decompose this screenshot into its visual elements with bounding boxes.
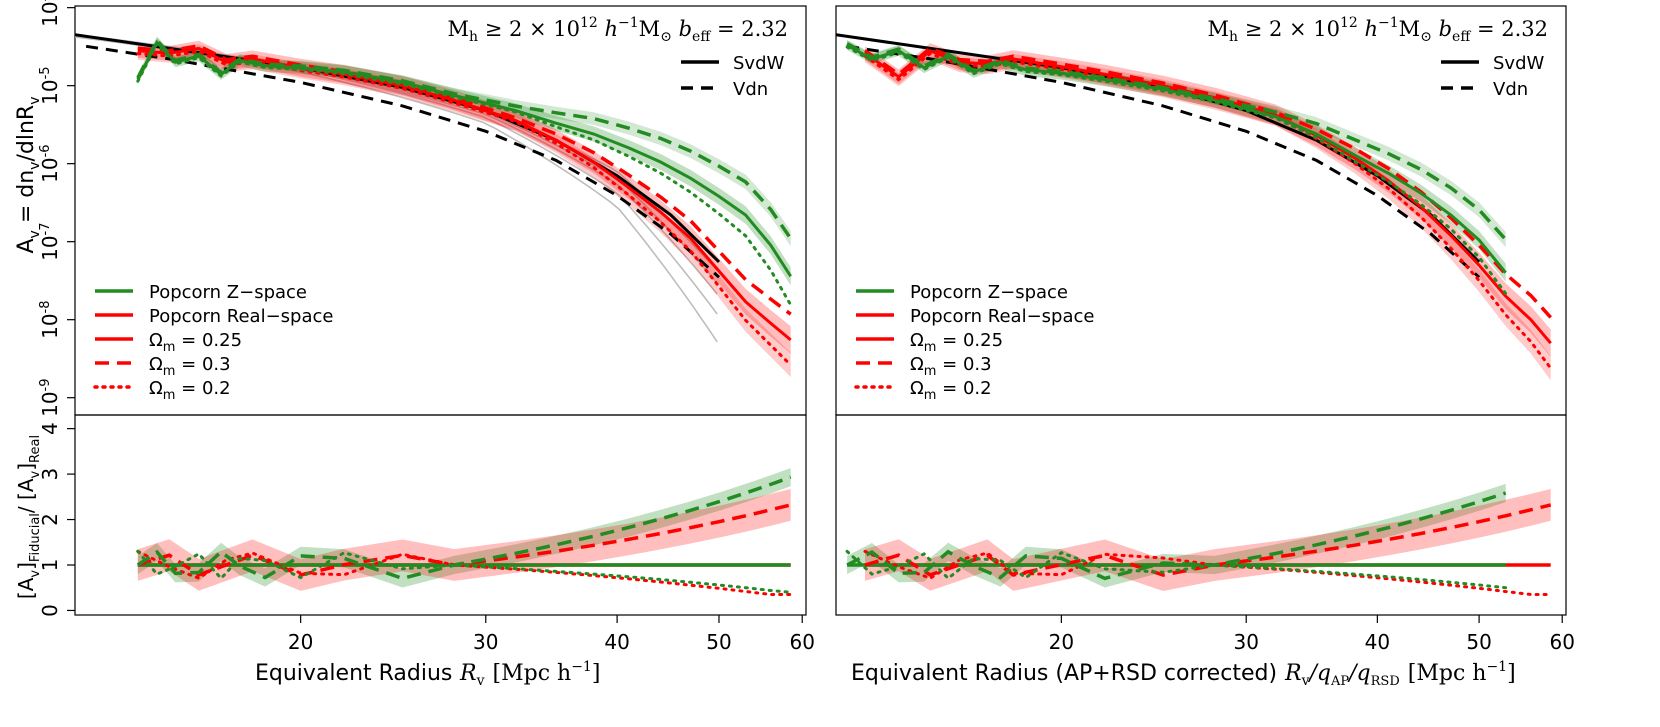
ratio-z-dotted [136,549,793,594]
x-tick-label: 50 [706,630,731,654]
y-axis-ticks-bottom: 0 1 2 3 4 [38,422,75,617]
svg-text:10-6: 10-6 [38,144,62,182]
svg-text:Rv[Mpc h−1]: Rv [Mpc h−1] [459,659,600,689]
legend-label: Ωm = 0.3 [910,354,992,379]
y-axis-label-top: Av = dnv/dlnRv [14,97,43,254]
right-panel: 20 30 40 50 60 Mh ≥ 2 × 1012 h−1M⊙ beff = 2.3… [835,5,1575,654]
svg-text:10-8: 10-8 [38,300,62,338]
top-plot-area [836,33,1553,381]
x-tick-label: 20 [288,630,313,654]
top-plot-area [75,33,793,378]
legend-label: Popcorn Real−space [910,306,1094,327]
x-axis-label-right: Equivalent Radius (AP+RSD corrected) Rv/… [851,659,1516,689]
y-tick-label: 10-9 [38,378,62,416]
svg-text:10-4: 10-4 [38,0,62,27]
ratio-real-dotted [863,549,1553,596]
svg-text:Rv/qAP/qRSD[Mpc h−1]: Rv/qAP/qRSD [Mpc h−1] [1284,659,1516,689]
x-tick-label: 30 [473,630,498,654]
svg-text:Equivalent Radius (AP+RSD corr: Equivalent Radius (AP+RSD corrected) [851,661,1277,686]
real-space-band-dotted [865,46,1551,381]
y-tick-label: 10-5 [38,66,62,104]
svg-text:[Av]Fiducial/ [Av]Real: [Av]Fiducial/ [Av]Real [14,435,43,599]
x-tick-label: 30 [1233,630,1258,654]
panel-title: Mh ≥ 2 × 1012 h−1M⊙ beff = 2.32 [447,15,788,45]
svg-text:0: 0 [38,604,62,617]
x-axis-label-left: Equivalent Radius Rv [Mpc h−1] [255,659,600,689]
ratio-z-dotted [845,549,1508,590]
y-tick-label: 2 [38,513,62,526]
x-tick-label: 40 [604,630,629,654]
y-tick-label: 10-7 [38,222,62,260]
svg-text:10-5: 10-5 [38,66,62,104]
svg-text:1: 1 [38,559,62,572]
legend-label: Popcorn Real−space [149,306,333,327]
y-axis-label-bottom: [Av]Fiducial/ [Av]Real [14,435,43,599]
legend-label: Ωm = 0.2 [910,378,992,403]
legend-vdn-label: Vdn [733,79,768,100]
legend-popcorn: Popcorn Z−space Popcorn Real−space Ωm = 0.… [93,282,333,403]
x-tick-label: 20 [1049,630,1074,654]
svg-text:Equivalent Radius: Equivalent Radius [255,661,452,686]
bottom-plot-frame [74,414,807,616]
panel-title: Mh ≥ 2 × 1012 h−1M⊙ beff = 2.32 [1207,15,1548,45]
legend-vdn-label: Vdn [1493,79,1528,100]
z-space-dashed-line [846,42,1508,241]
ratio-real-dashed [137,503,792,577]
legend-theory: SvdW Vdn [681,53,785,100]
legend-popcorn: Popcorn Z−space Popcorn Real−space Ωm = 0.… [854,282,1094,403]
ratio-band-green [847,483,1506,588]
y-tick-label: 10-8 [38,300,62,338]
x-tick-label: 60 [789,630,814,654]
ratio-real-dashed [864,503,1552,577]
ratio-z-dashed [136,475,792,581]
x-tick-label: 50 [1466,630,1491,654]
ratio-real-dotted [136,549,793,596]
real-space-dashed-line [137,43,792,316]
legend-label: Ωm = 0.3 [149,354,231,379]
z-space-dotted-line [845,45,1508,296]
x-tick-label: 40 [1365,630,1390,654]
real-space-band-dotted [137,44,791,378]
svg-text:3: 3 [38,468,62,481]
x-tick-label: 60 [1549,630,1574,654]
x-axis-ticks: 20 30 40 50 60 [1049,615,1575,654]
y-tick-label: 10-4 [38,0,62,27]
legend-label: Ωm = 0.25 [910,330,1003,355]
y-axis-ticks-top: 10-9 10-8 10-7 10-6 10-5 10-4 [38,0,75,417]
svg-text:2: 2 [38,513,62,526]
ratio-z-dashed [846,491,1507,581]
theory-curve-grey [75,34,718,284]
z-space-dashed-line [136,37,793,240]
y-tick-label: 0 [38,604,62,617]
left-panel: 20 30 40 50 60 10-9 10-8 10-7 10-6 10-5 10-4 0 1 2 3 4 M… [38,0,815,654]
real-space-line [137,46,792,342]
svg-text:4: 4 [38,422,62,435]
svg-text:10-9: 10-9 [38,378,62,416]
z-space-dotted-line [136,41,793,307]
legend-svdw-label: SvdW [733,53,785,74]
legend-label: Ωm = 0.2 [149,378,231,403]
bottom-plot-area [136,468,793,596]
y-tick-label: 10-6 [38,144,62,182]
legend-svdw-label: SvdW [1493,53,1545,74]
y-tick-label: 3 [38,468,62,481]
legend-theory: SvdW Vdn [1441,53,1545,100]
y-tick-label: 1 [38,559,62,572]
svg-text:10-7: 10-7 [38,222,62,260]
y-tick-label: 4 [38,422,62,435]
legend-label: Popcorn Z−space [910,282,1068,303]
legend-label: Ωm = 0.25 [149,330,242,355]
x-axis-ticks: 20 30 40 50 60 [288,615,815,654]
legend-label: Popcorn Z−space [149,282,307,303]
svg-text:Av = dnv/dlnRv: Av = dnv/dlnRv [14,97,43,254]
bottom-plot-area [845,483,1553,596]
bottom-plot-frame [835,414,1567,616]
